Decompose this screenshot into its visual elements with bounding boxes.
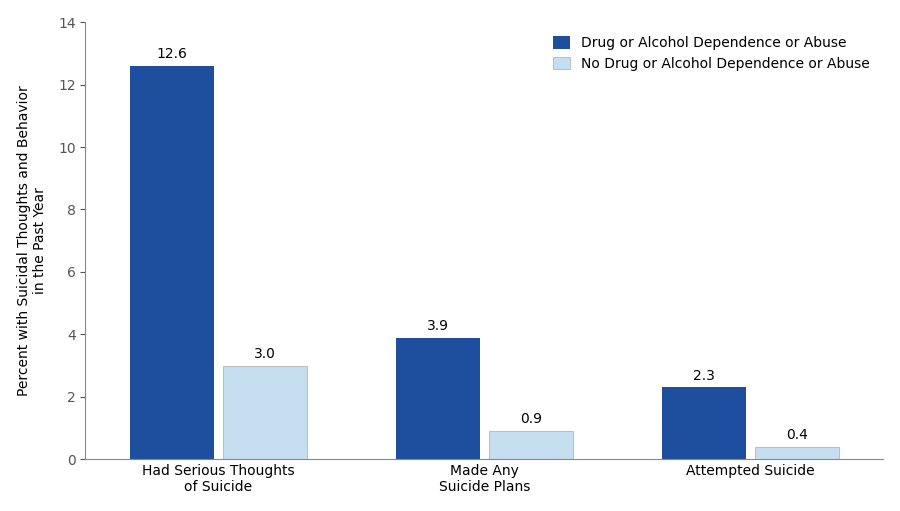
Text: 2.3: 2.3: [693, 369, 715, 383]
Text: 0.4: 0.4: [786, 428, 808, 442]
Bar: [396, 337, 480, 459]
Text: 3.0: 3.0: [254, 347, 275, 361]
Bar: [489, 431, 573, 459]
Bar: [130, 66, 214, 459]
Bar: [755, 447, 839, 459]
Text: 3.9: 3.9: [427, 319, 449, 333]
Text: 0.9: 0.9: [520, 412, 542, 427]
Y-axis label: Percent with Suicidal Thoughts and Behavior
in the Past Year: Percent with Suicidal Thoughts and Behav…: [17, 85, 47, 396]
Bar: [223, 365, 307, 459]
Bar: [662, 387, 746, 459]
Text: 12.6: 12.6: [157, 47, 187, 61]
Legend: Drug or Alcohol Dependence or Abuse, No Drug or Alcohol Dependence or Abuse: Drug or Alcohol Dependence or Abuse, No …: [546, 29, 877, 78]
